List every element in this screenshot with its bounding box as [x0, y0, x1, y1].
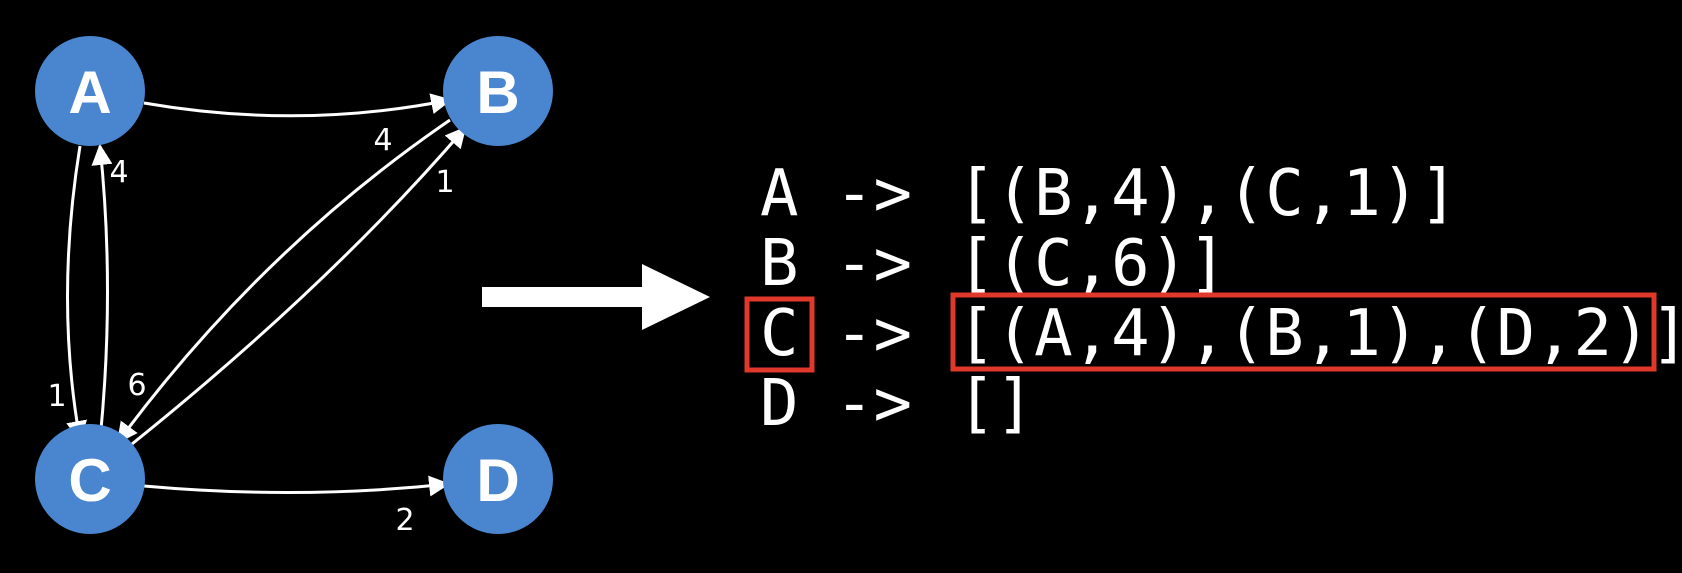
edge-weights: 4 1 6 4 1 2: [47, 123, 454, 538]
adjacency-row-a: A -> [(B,4),(C,1)]: [760, 157, 1458, 231]
edge-a-c: [66, 145, 88, 443]
row-c-node: C: [760, 297, 799, 371]
right-arrow-icon: [482, 264, 710, 330]
adjacency-list: A -> [(B,4),(C,1)] B -> [(C,6)] C -> [(A…: [744, 157, 1682, 441]
highlight-box-list-c: [950, 292, 1657, 372]
edge-c-b: [131, 126, 467, 446]
edge-label-c-a: 4: [109, 155, 128, 190]
row-b-arrow: ->: [835, 227, 912, 301]
edge-b-c: [116, 118, 451, 444]
row-b-list: [(C,6)]: [957, 227, 1227, 301]
node-c-label: C: [68, 447, 111, 514]
node-a: A: [35, 36, 145, 146]
node-d-label: D: [476, 447, 519, 514]
edge-label-b-c: 6: [127, 368, 146, 403]
edge-c-d: [143, 475, 451, 497]
node-b-label: B: [476, 59, 519, 126]
adjacency-row-d: D -> []: [760, 367, 1034, 441]
row-d-list: []: [957, 367, 1034, 441]
row-a-list: [(B,4),(C,1)]: [957, 157, 1458, 231]
adjacency-row-b: B -> [(C,6)]: [760, 227, 1227, 301]
row-a-arrow: ->: [835, 157, 912, 231]
node-d: D: [443, 424, 553, 534]
edge-label-c-b: 1: [435, 165, 454, 200]
edge-c-a: [91, 143, 113, 441]
row-d-arrow: ->: [835, 367, 912, 441]
row-b-node: B: [760, 227, 799, 301]
node-a-label: A: [68, 59, 111, 126]
edges: [66, 93, 467, 497]
row-a-node: A: [760, 157, 799, 231]
highlight-box-node-c: [744, 296, 815, 373]
row-c-arrow: ->: [835, 297, 912, 371]
node-c: C: [35, 424, 145, 534]
node-b: B: [443, 36, 553, 146]
edge-label-a-c: 1: [47, 379, 66, 414]
adjacency-row-c: C -> [(A,4),(B,1),(D,2)]: [744, 292, 1682, 373]
nodes: A B C D: [35, 36, 553, 534]
edge-a-b: [143, 93, 453, 118]
row-c-list: [(A,4),(B,1),(D,2)]: [957, 297, 1682, 371]
edge-label-a-b: 4: [373, 123, 392, 158]
row-d-node: D: [760, 367, 799, 441]
edge-label-c-d: 2: [395, 503, 414, 538]
